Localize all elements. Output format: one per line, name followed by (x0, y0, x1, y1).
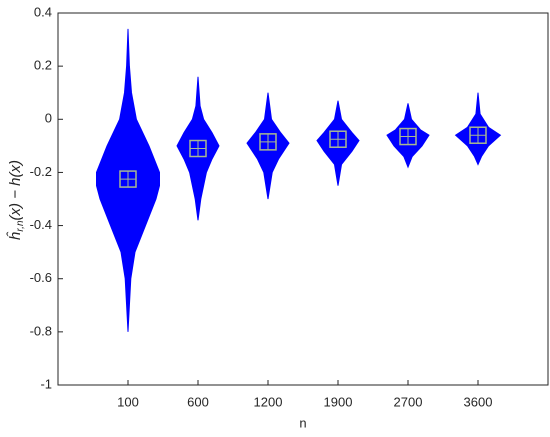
x-tick-label: 2700 (394, 394, 423, 409)
y-tick-label: 0.4 (34, 4, 52, 19)
y-label-base: ĥ (6, 231, 24, 240)
y-tick-label: -0.8 (30, 323, 52, 338)
median-cross (330, 131, 346, 148)
y-label-sub: r,n (15, 220, 26, 232)
y-tick-label: -0.6 (30, 270, 52, 285)
median-cross (260, 133, 276, 150)
median-cross (190, 140, 206, 157)
y-tick-label: -0.2 (30, 164, 52, 179)
median-cross (470, 127, 486, 144)
y-axis-label: ĥr,n(x) − h(x) (6, 160, 26, 240)
x-axis-label: n (299, 415, 306, 430)
y-tick-label: -0.4 (30, 217, 52, 232)
median-cross (400, 128, 416, 145)
x-tick-label: 1200 (254, 394, 283, 409)
x-tick-label: 100 (117, 394, 139, 409)
y-tick-label: -1 (40, 376, 52, 391)
x-tick-label: 600 (187, 394, 209, 409)
plot-frame (57, 12, 549, 386)
y-label-rest: (x) − h(x) (7, 160, 24, 220)
x-tick-label: 3600 (464, 394, 493, 409)
median-cross (120, 171, 136, 188)
y-tick-label: 0.2 (34, 58, 52, 73)
y-tick-label: 0 (45, 111, 52, 126)
x-tick-label: 1900 (324, 394, 353, 409)
